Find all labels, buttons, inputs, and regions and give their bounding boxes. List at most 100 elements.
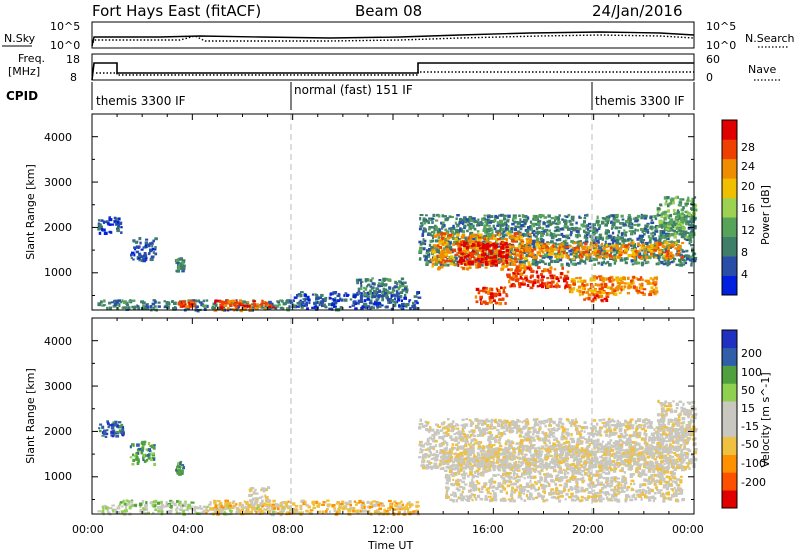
power-cell bbox=[654, 229, 659, 233]
power-cell bbox=[576, 235, 579, 239]
power-cell bbox=[116, 228, 120, 233]
velocity-cell bbox=[379, 511, 383, 514]
power-cell bbox=[523, 249, 528, 253]
power-cell bbox=[493, 246, 498, 249]
power-cell bbox=[665, 233, 670, 237]
power-cell bbox=[444, 218, 447, 221]
power-cell bbox=[564, 222, 567, 226]
power-cell bbox=[445, 241, 448, 245]
power-cell bbox=[568, 286, 572, 290]
power-cell bbox=[520, 220, 525, 223]
power-cell bbox=[504, 286, 507, 289]
power-cell bbox=[427, 232, 430, 235]
power-cell bbox=[673, 235, 677, 239]
power-cell bbox=[657, 210, 660, 215]
velocity-cell bbox=[431, 453, 435, 456]
velocity-cell bbox=[155, 499, 158, 503]
power-cell bbox=[592, 239, 595, 242]
power-cell bbox=[691, 228, 695, 232]
power-cell bbox=[594, 248, 598, 253]
velocity-cell bbox=[141, 446, 145, 450]
power-cell bbox=[501, 246, 504, 250]
velocity-cell bbox=[293, 511, 296, 515]
velocity-cell bbox=[400, 500, 403, 503]
power-cell bbox=[682, 221, 685, 224]
power-cell bbox=[436, 260, 440, 264]
power-cell bbox=[589, 226, 592, 229]
power-cell bbox=[378, 304, 382, 308]
velocity-cell bbox=[136, 461, 140, 465]
velocity-cell bbox=[133, 504, 138, 507]
power-cell bbox=[636, 216, 640, 219]
power-cell bbox=[219, 306, 224, 310]
power-cell bbox=[470, 262, 474, 265]
power-cell bbox=[497, 293, 502, 297]
power-cell bbox=[497, 245, 501, 248]
power-cell bbox=[594, 289, 597, 292]
velocity-cell bbox=[412, 510, 416, 513]
velocity-cell bbox=[253, 508, 257, 512]
power-cell bbox=[652, 281, 655, 285]
power-cell bbox=[472, 246, 477, 250]
power-cell bbox=[654, 256, 658, 259]
power-cell bbox=[525, 215, 528, 219]
power-cell bbox=[641, 229, 644, 233]
power-cell bbox=[683, 261, 687, 264]
power-cell bbox=[439, 246, 443, 249]
power-cell bbox=[440, 249, 445, 252]
velocity-cell bbox=[202, 505, 207, 509]
power-cell bbox=[363, 286, 366, 290]
power-cell bbox=[672, 226, 677, 229]
velocity-cell bbox=[279, 510, 282, 515]
power-cell bbox=[574, 249, 578, 254]
velocity-cell bbox=[361, 502, 365, 505]
power-cell bbox=[645, 246, 649, 249]
velocity-cell bbox=[349, 506, 353, 510]
power-cell bbox=[531, 231, 534, 235]
power-cell bbox=[459, 258, 462, 262]
power-cell bbox=[595, 243, 598, 247]
power-cell bbox=[404, 303, 408, 307]
power-cell bbox=[677, 252, 680, 256]
velocity-cell bbox=[271, 503, 275, 507]
power-cell bbox=[444, 238, 447, 241]
power-cell bbox=[528, 228, 532, 231]
power-cell bbox=[618, 236, 621, 240]
power-cell bbox=[276, 304, 280, 308]
power-colorbar: 28 24 20 16 12 8 4 Power [dB] bbox=[721, 119, 772, 296]
power-cell bbox=[448, 233, 452, 237]
velocity-cell bbox=[495, 434, 499, 439]
velocity-cell bbox=[326, 499, 330, 502]
power-cell bbox=[456, 233, 460, 237]
velocity-cell bbox=[603, 430, 606, 434]
power-cell bbox=[690, 221, 693, 225]
power-cell bbox=[237, 302, 241, 306]
power-cell bbox=[556, 226, 560, 229]
power-cell bbox=[383, 294, 388, 297]
velocity-cell bbox=[605, 421, 609, 424]
power-cell bbox=[381, 304, 384, 307]
power-cell bbox=[627, 224, 630, 228]
power-cell bbox=[592, 229, 596, 232]
power-cell bbox=[411, 304, 414, 309]
power-cell bbox=[413, 303, 416, 307]
velocity-cell bbox=[612, 464, 615, 467]
power-cell bbox=[666, 203, 670, 206]
velocity-cell bbox=[235, 506, 240, 510]
velocity-cell bbox=[99, 423, 103, 426]
power-cell bbox=[458, 248, 462, 251]
power-cell bbox=[592, 258, 597, 262]
power-cell bbox=[554, 217, 557, 221]
power-cell bbox=[502, 244, 507, 247]
velocity-cell bbox=[591, 425, 596, 428]
power-cell bbox=[555, 239, 559, 242]
power-cell bbox=[675, 215, 680, 219]
power-cell bbox=[530, 254, 534, 259]
power-cell bbox=[595, 245, 599, 248]
velocity-cell bbox=[274, 503, 279, 507]
power-cell bbox=[471, 240, 475, 244]
power-cell bbox=[132, 307, 137, 311]
velocity-cell bbox=[433, 439, 438, 443]
power-cell bbox=[288, 299, 292, 303]
power-cell bbox=[369, 299, 373, 302]
